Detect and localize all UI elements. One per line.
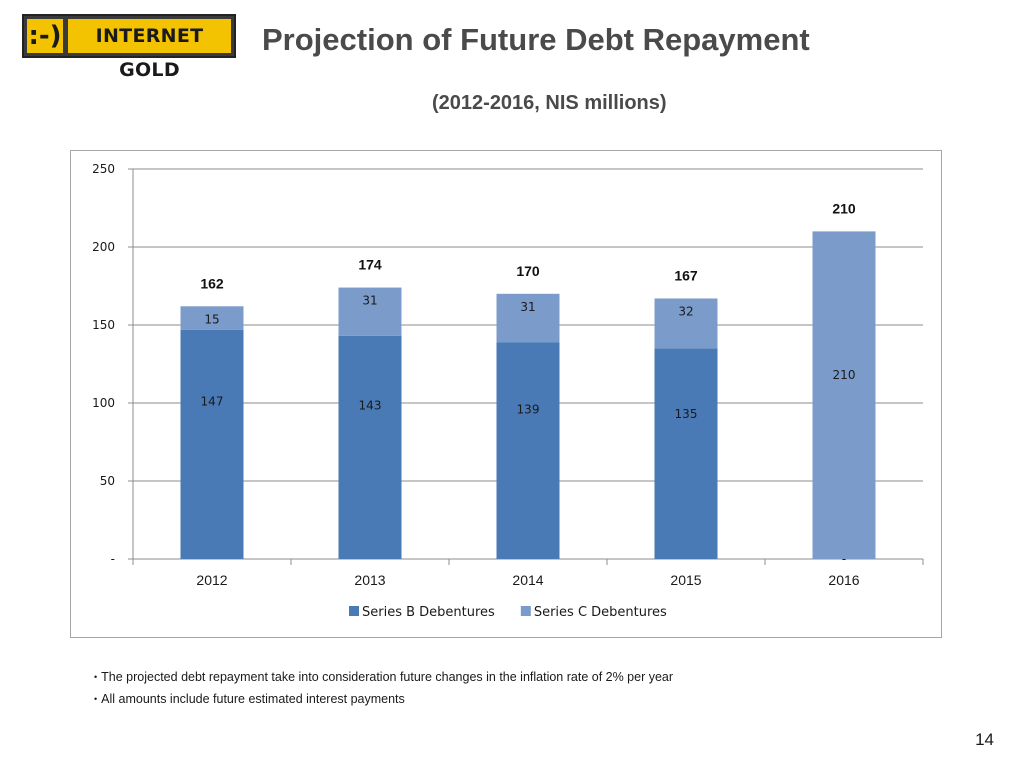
logo-mark: :-): [27, 19, 63, 53]
page-subtitle: (2012-2016, NIS millions): [432, 92, 667, 114]
footnote-item: • The projected debt repayment take into …: [94, 670, 673, 684]
bar-segment: [654, 298, 718, 349]
y-tick-label: -: [111, 552, 115, 566]
y-tick-label: 250: [92, 162, 115, 176]
x-tick-label: 2013: [354, 572, 385, 588]
total-label: 167: [674, 267, 698, 283]
data-label: 147: [201, 394, 224, 408]
footnotes: • The projected debt repayment take into …: [94, 670, 673, 714]
footnote-item: • All amounts include future estimated in…: [94, 692, 673, 706]
data-label: 31: [362, 294, 377, 308]
data-label: 15: [204, 312, 219, 326]
y-tick-label: 200: [92, 240, 115, 254]
data-label: 31: [520, 300, 535, 314]
x-tick-label: 2014: [512, 572, 543, 588]
total-label: 170: [516, 263, 540, 279]
page-title: Projection of Future Debt Repayment: [262, 22, 810, 57]
y-tick-label: 50: [100, 474, 115, 488]
y-tick-label: 100: [92, 396, 115, 410]
logo-text: INTERNET GOLD: [68, 19, 231, 81]
chart-frame: - 50 100 150 200 250 147 15 162 2012 143 31 174 2013 1…: [70, 150, 942, 638]
data-label: 139: [517, 403, 540, 417]
bar-segment: [654, 348, 718, 559]
bar-segment: [812, 231, 876, 559]
bullet-icon: •: [94, 694, 98, 704]
bar-segment: [338, 335, 402, 559]
debt-repayment-chart: - 50 100 150 200 250 147 15 162 2012 143 31 174 2013 1…: [92, 162, 924, 620]
footnote-text: The projected debt repayment take into c…: [101, 670, 674, 684]
data-label: 143: [359, 399, 382, 413]
bar-segment: [180, 306, 244, 330]
data-label: 210: [833, 368, 856, 382]
bar-segment: [496, 342, 560, 559]
page-number: 14: [975, 730, 994, 749]
x-tick-label: 2012: [196, 572, 227, 588]
y-tick-label: 150: [92, 318, 115, 332]
data-label: 32: [678, 304, 693, 318]
total-label: 210: [832, 200, 856, 216]
footnote-text: All amounts include future estimated int…: [101, 692, 405, 706]
total-label: 174: [358, 257, 382, 273]
bullet-icon: •: [94, 672, 98, 682]
bar-segment: [496, 293, 560, 343]
data-label: 135: [675, 407, 698, 421]
bar-segment: [180, 329, 244, 559]
legend-label: Series B Debentures: [362, 605, 495, 620]
legend-label: Series C Debentures: [534, 605, 667, 620]
legend-swatch: [520, 606, 531, 616]
company-logo: :-) INTERNET GOLD: [22, 14, 236, 81]
x-tick-label: 2015: [670, 572, 701, 588]
legend-swatch: [349, 606, 359, 616]
x-tick-label: 2016: [828, 572, 859, 588]
bar-segment: [338, 287, 402, 336]
total-label: 162: [200, 275, 224, 291]
